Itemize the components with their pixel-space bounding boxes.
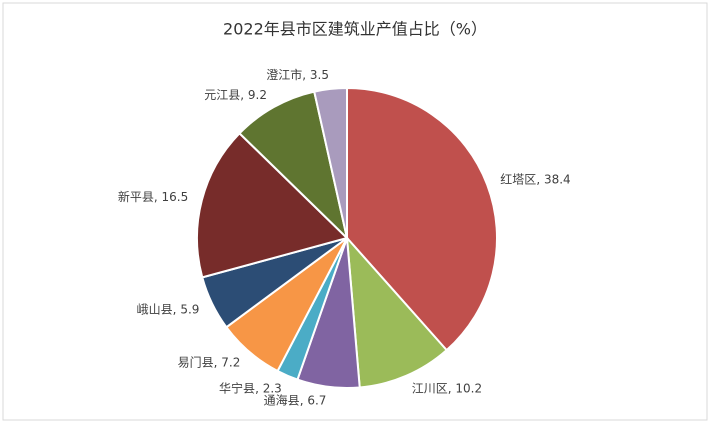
pie-slice bbox=[313, 86, 348, 239]
label-separator: , bbox=[448, 381, 456, 395]
label-category: 红塔区 bbox=[500, 171, 536, 186]
data-label: 新平县, 16.5 bbox=[118, 188, 188, 203]
chart-title: 2022年县市区建筑业产值占比（%） bbox=[223, 20, 487, 39]
label-separator: , bbox=[302, 67, 310, 81]
label-value: 16.5 bbox=[162, 189, 189, 203]
label-separator: , bbox=[173, 302, 181, 316]
data-label: 华宁县, 2.3 bbox=[219, 380, 282, 395]
label-value: 10.2 bbox=[455, 381, 482, 395]
label-separator: , bbox=[536, 172, 544, 186]
label-category: 江川区 bbox=[412, 381, 448, 395]
data-label: 红塔区, 38.4 bbox=[500, 171, 570, 186]
pie-slice bbox=[238, 90, 349, 242]
label-value: 3.5 bbox=[310, 67, 329, 81]
data-label: 通海县, 6.7 bbox=[264, 392, 327, 407]
data-label: 易门县, 7.2 bbox=[178, 354, 241, 369]
label-category: 元江县 bbox=[204, 87, 240, 101]
label-separator: , bbox=[154, 189, 162, 203]
label-category: 新平县 bbox=[118, 188, 154, 203]
label-value: 5.9 bbox=[180, 302, 199, 316]
label-value: 38.4 bbox=[544, 172, 571, 186]
label-category: 易门县 bbox=[178, 354, 214, 369]
label-category: 通海县 bbox=[264, 392, 300, 407]
pie-slice bbox=[346, 86, 498, 352]
label-value: 9.2 bbox=[248, 87, 267, 101]
label-value: 7.2 bbox=[221, 355, 240, 369]
label-value: 2.3 bbox=[263, 381, 282, 395]
pie-slice bbox=[196, 131, 349, 279]
data-label: 澄江市, 3.5 bbox=[266, 66, 329, 81]
pie-slice bbox=[345, 235, 449, 389]
label-separator: , bbox=[255, 381, 263, 395]
label-value: 6.7 bbox=[307, 393, 326, 407]
data-label: 峨山县, 5.9 bbox=[137, 302, 200, 316]
label-separator: , bbox=[300, 393, 308, 407]
data-label: 江川区, 10.2 bbox=[412, 381, 482, 395]
label-separator: , bbox=[214, 355, 222, 369]
label-category: 华宁县 bbox=[219, 380, 255, 395]
label-category: 峨山县 bbox=[137, 302, 173, 316]
label-separator: , bbox=[240, 87, 248, 101]
label-category: 澄江市 bbox=[266, 66, 302, 81]
data-label: 元江县, 9.2 bbox=[204, 87, 267, 101]
